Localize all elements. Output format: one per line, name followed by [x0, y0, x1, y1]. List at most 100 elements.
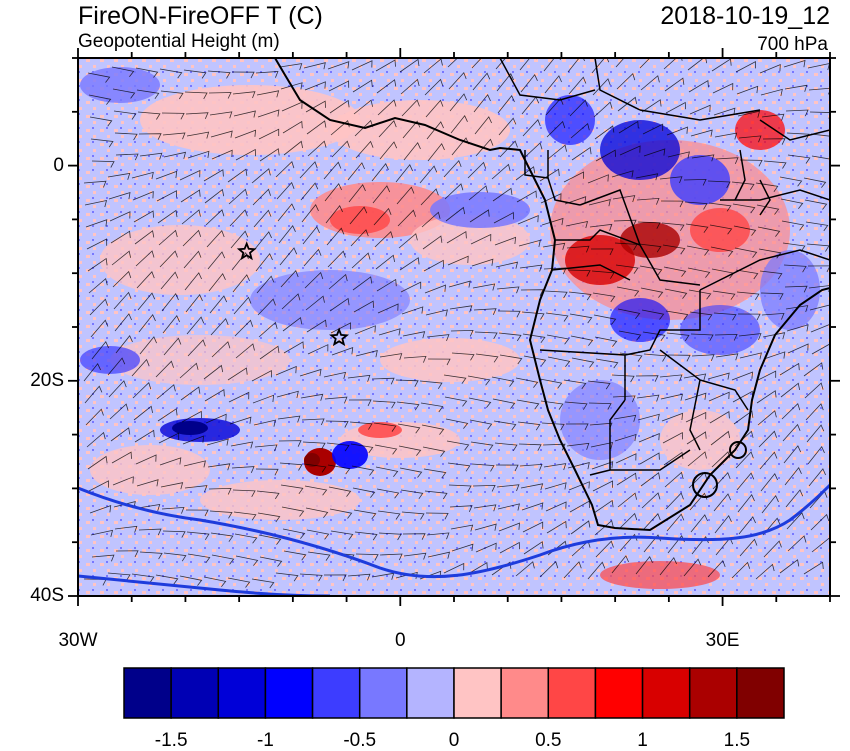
- wind-barb: [206, 229, 225, 248]
- wind-barb: [110, 230, 131, 244]
- wind-barb: [808, 468, 826, 487]
- wind-barb: [281, 293, 301, 310]
- wind-barb: [424, 284, 446, 294]
- wind-barb: [155, 360, 174, 378]
- wind-barb: [450, 524, 474, 532]
- wind-barb: [735, 451, 754, 469]
- wind-barb: [804, 199, 828, 210]
- wind-barb: [307, 140, 327, 157]
- wind-barb: [182, 229, 202, 247]
- wind-barb: [518, 239, 541, 247]
- wind-barb: [107, 572, 131, 581]
- wind-barb: [185, 509, 209, 517]
- wind-barb: [395, 164, 413, 183]
- wind-barb: [259, 148, 280, 162]
- wind-barb: [209, 111, 233, 119]
- wind-barb: [135, 67, 159, 78]
- wind-barb: [109, 403, 129, 420]
- wind-barb: [590, 441, 614, 450]
- wind-barb: [403, 355, 427, 363]
- wind-barb: [377, 99, 397, 116]
- wind-barb: [209, 510, 233, 519]
- wind-barb: [516, 399, 540, 410]
- coastlines-and-borders: [274, 58, 830, 532]
- wind-barb: [299, 161, 318, 179]
- wind-barb: [616, 286, 640, 297]
- wind-barb: [133, 210, 154, 223]
- wind-barb: [399, 58, 420, 73]
- wind-barb: [163, 552, 187, 562]
- wind-barb: [659, 176, 683, 184]
- wind-barb: [665, 492, 684, 510]
- wind-barb: [300, 393, 324, 401]
- wind-barb: [517, 214, 539, 225]
- wind-barb: [328, 80, 350, 92]
- wind-barb: [616, 72, 636, 90]
- wind-barb: [563, 561, 582, 579]
- wind-barbs: [83, 58, 830, 589]
- wind-barb: [301, 418, 325, 426]
- wind-barb: [491, 163, 511, 180]
- wind-barb: [659, 557, 677, 576]
- wind-barb: [88, 480, 109, 492]
- wind-barb: [349, 206, 368, 225]
- wind-barb: [114, 313, 132, 332]
- wind-barb: [163, 337, 182, 356]
- wind-barb: [231, 466, 255, 473]
- wind-barb: [786, 324, 809, 332]
- wind-barb: [184, 485, 208, 493]
- wind-barb: [161, 293, 179, 312]
- wind-barb: [635, 556, 653, 575]
- wind-barb: [258, 534, 282, 545]
- wind-barb: [665, 101, 686, 114]
- wind-barb: [255, 71, 279, 78]
- wind-barb: [731, 561, 751, 579]
- wind-barb: [566, 442, 590, 450]
- wind-barb: [688, 289, 712, 300]
- wind-barb: [664, 288, 688, 299]
- wind-barb: [396, 186, 415, 205]
- wind-barb: [761, 113, 785, 121]
- latitude-label: 20S: [30, 369, 64, 391]
- wind-barb: [403, 552, 427, 560]
- wind-barb: [611, 555, 629, 574]
- wind-barb: [402, 331, 426, 339]
- wind-barb: [642, 123, 664, 135]
- wind-barb: [258, 128, 280, 140]
- wind-barb: [543, 463, 567, 471]
- wind-barb: [87, 257, 108, 272]
- wind-barb: [498, 332, 522, 342]
- wind-barb: [498, 522, 520, 532]
- wind-barb: [541, 422, 565, 431]
- wind-barb: [565, 220, 589, 229]
- wind-barb: [107, 172, 131, 180]
- wind-barb: [780, 198, 804, 209]
- colorbar-label: -1.5: [154, 730, 188, 751]
- wind-barb: [401, 99, 420, 117]
- wind-barb: [419, 380, 443, 390]
- wind-barb: [85, 408, 104, 426]
- wind-barb: [496, 286, 520, 294]
- wind-barb: [402, 120, 421, 139]
- wind-barb: [378, 328, 401, 336]
- wind-barb: [618, 120, 639, 134]
- wind-barb: [731, 181, 755, 191]
- africa-coastline: [274, 58, 830, 532]
- wind-barb: [299, 368, 322, 377]
- wind-barb: [303, 463, 327, 473]
- wind-barb: [352, 276, 373, 291]
- wind-barb: [87, 72, 111, 83]
- wind-barb: [763, 160, 787, 169]
- wind-barb: [371, 377, 395, 385]
- wind-barb: [690, 333, 714, 341]
- wind-barb: [132, 381, 152, 399]
- wind-barb: [613, 219, 637, 227]
- wind-barb: [569, 313, 593, 324]
- wind-barb: [375, 254, 395, 270]
- wind-barb: [539, 378, 563, 389]
- wind-barb: [231, 252, 249, 271]
- wind-barb: [594, 336, 618, 347]
- wind-barb: [327, 61, 350, 70]
- wind-barb: [257, 298, 276, 316]
- wind-barb: [467, 562, 488, 575]
